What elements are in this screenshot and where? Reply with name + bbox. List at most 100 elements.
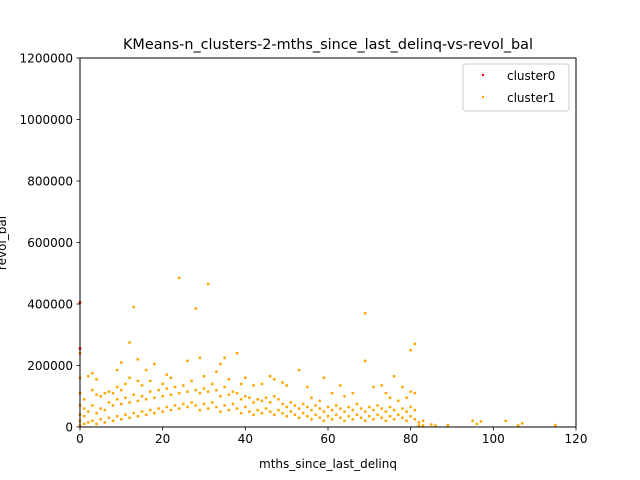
point-cluster1-118 [231, 390, 235, 393]
point-cluster1-177 [326, 414, 330, 418]
point-cluster1-127 [244, 376, 247, 380]
point-cluster1-52 [136, 414, 140, 418]
point-cluster1-189 [343, 395, 346, 398]
point-cluster1-245 [471, 419, 474, 423]
point-cluster1-156 [293, 413, 297, 416]
point-cluster1-23 [99, 407, 102, 410]
point-cluster1-195 [355, 413, 359, 416]
point-cluster1-182 [335, 413, 338, 416]
point-cluster1-17 [91, 371, 94, 375]
x-tick-label: 20 [155, 432, 170, 446]
point-cluster1-137 [260, 382, 264, 386]
point-cluster1-190 [347, 414, 350, 418]
point-cluster1-47 [128, 376, 131, 380]
point-cluster1-96 [198, 356, 202, 360]
point-cluster1-219 [392, 418, 396, 421]
chart-title: KMeans-n_clusters-2-mths_since_last_deli… [123, 37, 533, 53]
point-cluster1-107 [215, 370, 218, 373]
point-cluster1-202 [363, 311, 367, 315]
point-cluster1-187 [343, 419, 346, 423]
point-cluster1-157 [293, 404, 297, 407]
point-cluster1-173 [318, 399, 321, 403]
point-cluster1-91 [194, 404, 197, 407]
x-tick-label: 60 [320, 432, 335, 446]
legend-marker-cluster1 [481, 95, 485, 99]
point-cluster1-138 [264, 407, 268, 410]
point-cluster1-161 [301, 411, 305, 415]
point-cluster1-142 [268, 375, 272, 378]
point-cluster1-231 [409, 405, 412, 409]
point-cluster1-163 [306, 414, 309, 418]
point-cluster1-42 [124, 413, 127, 416]
axis-ticks: 0 20 40 60 80 100 120 0 200000 400000 600000 800000… [20, 52, 588, 447]
y-tick-label: 1000000 [20, 113, 73, 127]
point-cluster1-100 [206, 407, 210, 410]
point-cluster1-176 [322, 376, 326, 380]
point-cluster1-232 [409, 390, 412, 393]
point-cluster1-31 [111, 419, 115, 423]
point-cluster1-97 [202, 402, 206, 406]
point-cluster1-50 [132, 393, 135, 396]
point-cluster1-105 [215, 405, 218, 409]
x-tick-label: 120 [565, 432, 588, 446]
point-cluster1-218 [388, 396, 392, 400]
point-cluster1-154 [289, 410, 293, 413]
point-cluster1-199 [363, 419, 367, 423]
y-tick-label: 800000 [27, 175, 73, 189]
point-cluster1-166 [310, 418, 313, 421]
point-cluster1-16 [91, 388, 94, 392]
point-cluster1-92 [194, 388, 197, 392]
point-cluster1-20 [95, 393, 98, 396]
point-cluster1-68 [157, 407, 160, 410]
point-cluster1-71 [161, 395, 164, 398]
point-cluster1-55 [136, 358, 140, 361]
point-cluster1-152 [285, 405, 288, 409]
point-cluster1-172 [318, 407, 321, 410]
point-cluster1-30 [107, 390, 111, 393]
point-cluster1-240 [421, 424, 425, 427]
point-cluster1-185 [339, 407, 342, 410]
point-cluster1-226 [401, 385, 404, 389]
point-cluster1-113 [223, 356, 226, 360]
point-cluster1-143 [273, 413, 276, 416]
point-cluster1-26 [103, 408, 107, 412]
point-cluster1-53 [136, 399, 140, 403]
plot-frame [79, 57, 577, 428]
point-cluster1-132 [252, 384, 255, 387]
point-cluster1-196 [355, 402, 359, 406]
y-tick-label: 1200000 [20, 52, 73, 66]
point-cluster1-122 [239, 411, 243, 415]
point-cluster1-7 [82, 422, 86, 426]
point-cluster1-149 [281, 402, 284, 406]
point-cluster1-80 [173, 385, 177, 389]
point-cluster1-148 [281, 411, 284, 415]
point-cluster1-86 [186, 405, 189, 409]
point-cluster1-164 [306, 405, 309, 409]
point-cluster1-179 [330, 418, 334, 421]
point-cluster1-117 [231, 402, 235, 406]
point-cluster1-57 [140, 395, 144, 398]
x-tick-label: 0 [76, 432, 84, 446]
point-cluster1-204 [368, 405, 371, 409]
point-cluster1-162 [301, 402, 305, 406]
point-cluster1-180 [330, 408, 334, 412]
point-cluster1-69 [157, 388, 160, 392]
point-cluster1-234 [413, 418, 417, 421]
point-cluster1-247 [479, 420, 483, 423]
point-cluster1-48 [128, 341, 131, 344]
point-cluster1-133 [256, 408, 259, 412]
point-cluster1-224 [401, 416, 404, 420]
point-cluster1-19 [95, 411, 98, 415]
y-tick-label: 400000 [27, 298, 73, 312]
point-cluster1-72 [161, 382, 164, 386]
point-cluster1-125 [244, 405, 247, 409]
point-cluster1-28 [107, 416, 111, 420]
point-cluster1-215 [384, 391, 388, 395]
point-cluster1-126 [244, 395, 247, 398]
point-cluster1-194 [351, 391, 355, 395]
point-cluster1-211 [380, 407, 383, 410]
legend-box [462, 63, 570, 112]
point-cluster1-146 [277, 408, 280, 412]
point-cluster1-13 [87, 375, 90, 378]
point-cluster1-160 [297, 368, 301, 372]
